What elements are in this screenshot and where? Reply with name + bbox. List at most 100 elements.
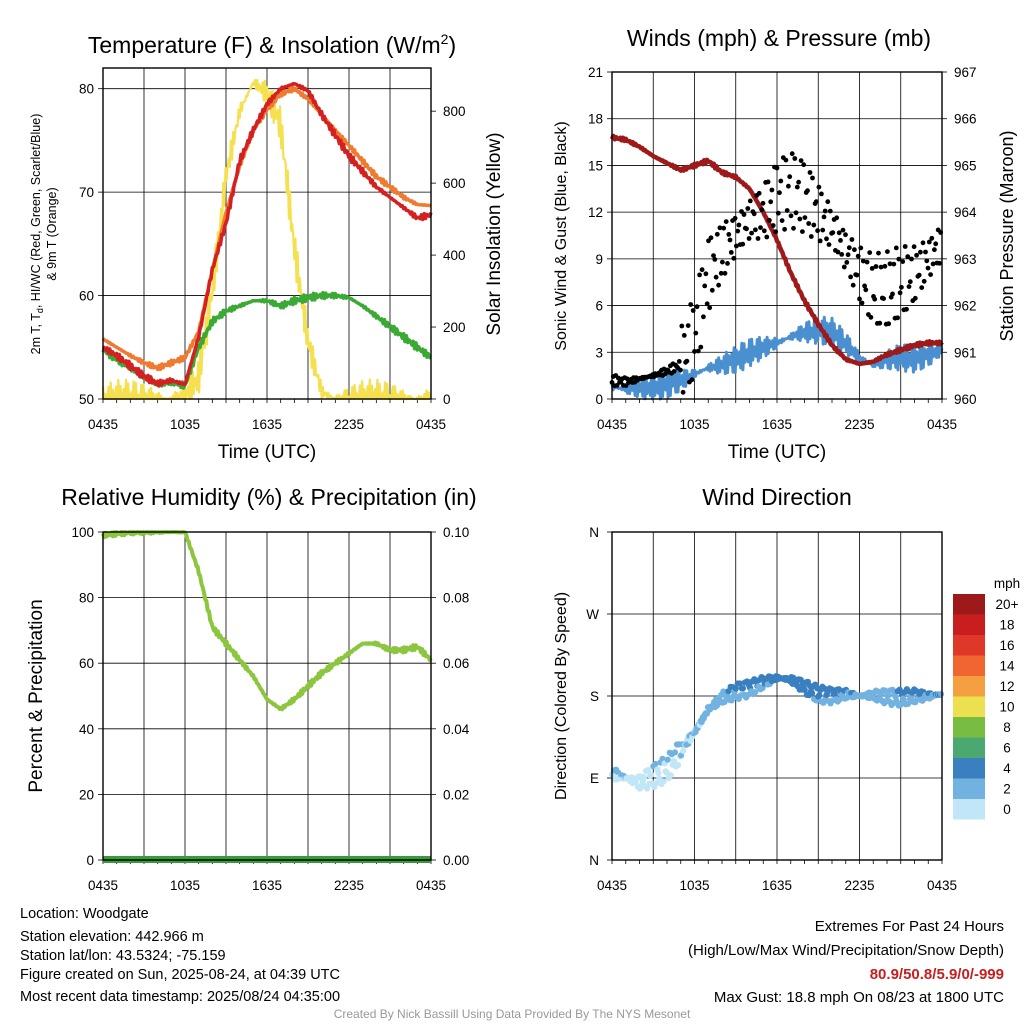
gust-point [937,260,942,266]
gust-point [740,241,746,247]
gust-point [848,274,853,280]
legend-label: 8 [1003,720,1011,735]
gust-point [788,213,794,219]
gust-point [745,206,751,211]
gust-point [708,235,714,241]
y-tick-label-wind: 15 [588,158,603,173]
y2-axis-label-temp: Solar Insolation (Yellow) [484,132,505,335]
legend-swatch [953,778,985,799]
gust-point [688,302,694,307]
gust-point [893,245,899,251]
legend-label: 10 [999,700,1014,715]
gust-point [764,234,770,240]
latlon-text: Station lat/lon: 43.5324; -75.159 [20,948,226,964]
legend-label: 2 [1003,782,1011,797]
gust-point [822,208,828,214]
gust-point [778,178,784,184]
gust-point [692,349,697,354]
gust-point [680,389,686,395]
y2-tick-label-temp: 400 [443,248,466,263]
gust-point [923,249,928,255]
legend-swatch [953,717,985,738]
gust-point [770,223,776,228]
gust-point [886,321,892,327]
gust-point [678,367,683,373]
gust-point [834,215,840,221]
y-axis-label-wind: Sonic Wind & Gust (Blue, Black) [553,121,570,350]
gust-point [824,236,829,242]
direction-point [667,772,674,779]
gust-point [755,236,761,241]
gust-point [859,300,865,306]
gust-point [800,229,805,235]
gust-point [725,261,730,266]
y2-tick-label-rh: 0.08 [443,591,469,606]
gust-point [789,151,795,157]
gust-point [844,260,850,265]
y2-tick-label-rh: 0.10 [443,525,469,540]
gust-point [697,272,702,278]
gust-point [791,225,796,231]
gust-point [704,301,710,307]
gust-point [794,184,800,190]
gust-point [811,222,817,228]
gust-point [689,377,695,383]
gust-point [885,249,890,255]
direction-point [664,756,671,763]
gust-point [862,283,867,289]
gust-point [699,267,705,273]
gust-point [840,227,846,233]
gust-point [744,226,749,232]
legend-swatch [953,737,985,758]
gust-point [716,282,721,288]
direction-point [801,687,808,694]
y-tick-label-rh: 0 [86,853,94,868]
y2-tick-label-rh: 0.02 [443,787,469,802]
gust-point [717,225,723,231]
location-text: Location: Woodgate [20,906,149,922]
gust-point [777,190,782,196]
legend-label: 20+ [996,597,1019,612]
gust-point [782,226,787,232]
direction-point [752,689,759,696]
legend-title: mph [994,576,1020,591]
y-tick-label-temp: 60 [79,289,94,304]
gust-point [918,249,923,255]
gust-point [836,230,842,236]
gust-point [835,249,841,255]
direction-point [671,749,679,756]
gust-point [881,296,886,301]
direction-point [652,760,659,768]
x-tick-label-dir: 1035 [679,878,709,893]
gust-point [765,179,771,185]
legend-swatch [953,758,985,779]
y-axis-label-dir: Direction (Colored By Speed) [553,592,570,800]
gust-point [906,284,912,289]
y-tick-label-dir: E [590,771,599,786]
gust-point [723,219,729,225]
y-tick-label-rh: 100 [71,525,94,540]
gust-point [896,256,902,262]
chart-title-temp: Temperature (F) & Insolation (W/m2) [88,31,456,58]
y2-tick-label-wind: 967 [954,65,977,80]
direction-point [674,762,682,769]
gust-point [758,225,763,231]
gust-point [897,290,903,296]
legend-swatch [953,676,985,697]
legend-label: 16 [999,638,1014,653]
gust-point [728,250,734,255]
direction-point [732,685,739,692]
gust-point [759,207,765,213]
gust-point [855,253,861,259]
gust-point [732,215,738,221]
gust-point [877,320,883,326]
y2-tick-label-rh: 0.06 [443,656,469,671]
gust-point [924,258,930,264]
direction-point [653,780,660,787]
direction-point [828,686,835,693]
gust-point [841,264,847,270]
gust-point [801,162,807,168]
gust-point [806,221,812,226]
gust-point [703,271,709,277]
x-tick-label-temp: 2235 [334,417,364,432]
